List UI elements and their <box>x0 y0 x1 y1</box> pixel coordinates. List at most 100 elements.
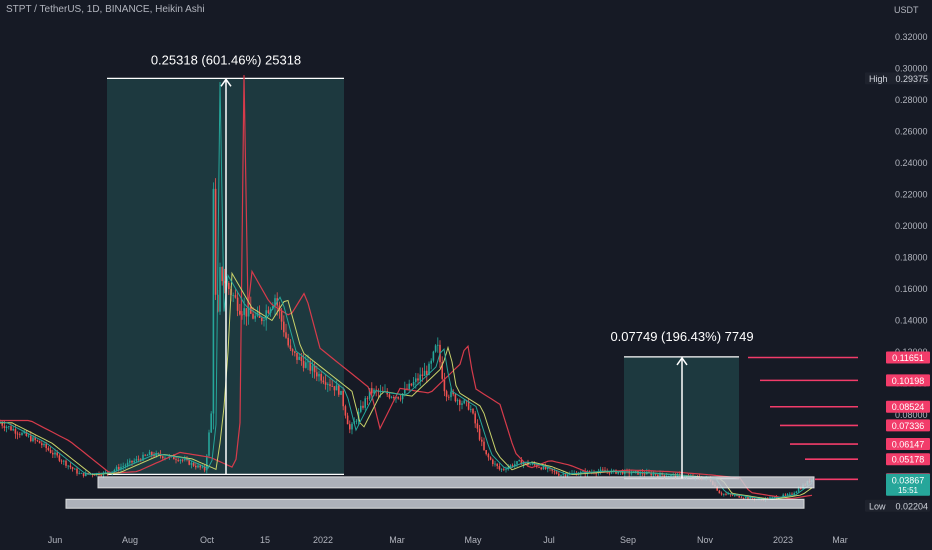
candle-body <box>164 457 166 459</box>
level-tag <box>886 438 930 451</box>
candle-body <box>434 345 437 352</box>
candle-body <box>769 497 771 500</box>
candle-body <box>80 473 83 474</box>
candle-body <box>428 363 430 375</box>
candle-body <box>481 439 483 442</box>
candle-body <box>63 460 65 462</box>
candle-body <box>630 472 633 474</box>
candle-body <box>390 397 393 398</box>
price-tick-label: 0.26000 <box>895 127 928 137</box>
candle-body <box>1 422 3 426</box>
candle-body <box>718 490 721 494</box>
candle-body <box>540 467 542 470</box>
candle-body <box>184 459 186 461</box>
candle-body <box>599 469 602 472</box>
candle-body <box>32 437 34 442</box>
candle-body <box>331 385 333 387</box>
candle-body <box>153 455 155 457</box>
support-zone-lower[interactable] <box>65 498 805 509</box>
candle-body <box>228 282 230 290</box>
candle-body <box>364 398 366 408</box>
time-tick-label: Jun <box>48 535 63 545</box>
candle-body <box>52 452 54 455</box>
candle-body <box>529 464 531 466</box>
candle-body <box>558 473 560 476</box>
candle-body <box>120 466 122 470</box>
candle-body <box>137 458 140 460</box>
candle-body <box>771 496 773 498</box>
high-tag-value: 0.29375 <box>895 74 928 84</box>
price-tick-label: 0.28000 <box>895 95 928 105</box>
candle-body <box>21 432 23 435</box>
candle-body <box>514 464 516 467</box>
candle-body <box>296 352 298 360</box>
candle-body <box>401 393 404 400</box>
candle-body <box>131 460 133 463</box>
candle-body <box>485 450 487 455</box>
candle-body <box>503 468 505 470</box>
candle-body <box>309 361 311 371</box>
candle-body <box>87 472 89 475</box>
candle-body <box>208 432 210 456</box>
candle-body <box>351 423 353 430</box>
candle-body <box>320 373 322 381</box>
candle-body <box>734 495 736 496</box>
candle-body <box>450 391 452 398</box>
support-zone-upper[interactable] <box>97 476 815 489</box>
candle-body <box>41 443 43 446</box>
price-tick-label: 0.08000 <box>895 410 928 420</box>
time-tick-label: Nov <box>697 535 714 545</box>
candle-body <box>203 466 206 471</box>
candle-body <box>65 460 67 466</box>
candle-body <box>245 308 248 317</box>
candle-body <box>489 457 492 460</box>
candle-body <box>36 440 39 441</box>
candle-body <box>582 471 584 472</box>
candle-body <box>316 372 318 377</box>
candle-body <box>388 394 391 398</box>
candle-body <box>300 356 303 362</box>
candle-body <box>467 400 470 410</box>
candle-body <box>19 434 21 436</box>
candle-body <box>663 474 666 477</box>
candle-body <box>113 469 116 472</box>
candle-body <box>782 494 784 498</box>
candle-body <box>544 466 547 469</box>
candle-body <box>639 471 641 475</box>
candle-body <box>133 460 135 463</box>
candle-body <box>329 384 331 386</box>
candle-body <box>135 458 138 461</box>
candle-body <box>285 332 287 338</box>
candle-body <box>650 472 652 476</box>
candle-body <box>448 396 450 398</box>
candle-body <box>648 471 650 473</box>
candle-body <box>494 463 496 465</box>
candle-body <box>430 360 432 364</box>
candle-body <box>206 455 208 471</box>
last-price-value: 0.03867 <box>892 475 925 485</box>
candle-body <box>531 463 534 465</box>
candle-body <box>362 405 364 408</box>
candle-body <box>654 473 657 475</box>
time-tick-label: 15 <box>260 535 270 545</box>
candle-body <box>338 385 340 395</box>
candle-body <box>254 315 256 319</box>
candle-body <box>30 435 32 442</box>
candle-body <box>463 400 465 404</box>
time-tick-label: Mar <box>832 535 848 545</box>
low-tag-value: 0.02204 <box>895 501 928 511</box>
candle-body <box>553 470 556 472</box>
candle-body <box>421 374 424 376</box>
candle-body <box>410 383 413 386</box>
candle-body <box>186 459 188 460</box>
candle-body <box>500 468 503 470</box>
candle-body <box>793 493 795 495</box>
level-tag <box>886 419 930 432</box>
candle-body <box>124 465 127 467</box>
candle-body <box>175 459 177 461</box>
candle-body <box>298 356 300 360</box>
high-tag <box>865 72 930 85</box>
candle-body <box>674 474 677 478</box>
candle-body <box>289 345 292 350</box>
